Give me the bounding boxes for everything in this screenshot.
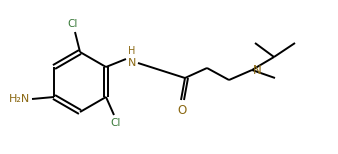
Text: H: H <box>128 46 135 56</box>
Text: H₂N: H₂N <box>9 94 30 104</box>
Text: Cl: Cl <box>111 118 121 128</box>
Text: N: N <box>128 58 136 68</box>
Text: Cl: Cl <box>68 19 78 29</box>
Text: N: N <box>253 63 262 77</box>
Text: O: O <box>178 104 187 117</box>
